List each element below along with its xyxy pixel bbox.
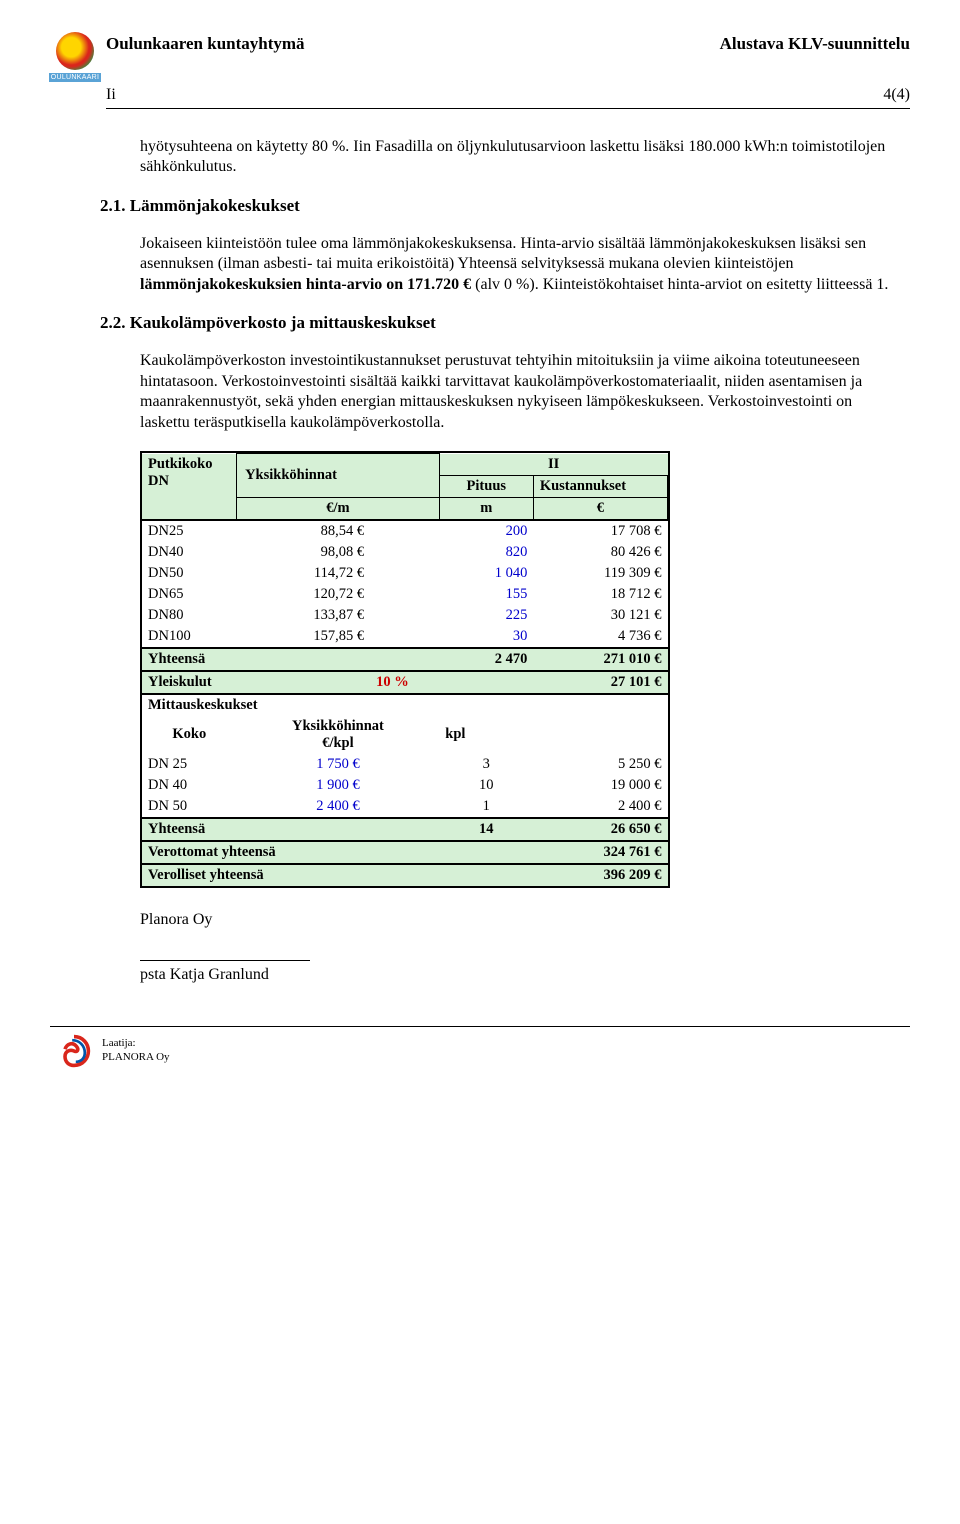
paragraph-2-2: Kaukolämpöverkoston investointikustannuk… — [140, 351, 900, 433]
page-number: 4(4) — [883, 86, 910, 104]
signature-line — [140, 960, 310, 961]
section-heading-2-1: 2.1. Lämmönjakokeskukset — [100, 196, 900, 216]
footer-line-2: PLANORA Oy — [102, 1051, 170, 1064]
hdr-ii: II — [439, 454, 667, 476]
document-footer: Laatija: PLANORA Oy — [50, 1026, 910, 1069]
hdr-unit: €/m — [237, 497, 440, 520]
mittaus-unit: Yksikköhinnat€/kpl — [292, 718, 384, 751]
org-logo-icon — [56, 32, 94, 70]
footer-logo-icon — [56, 1033, 92, 1069]
table-row: DN100 157,85 € 30 4 736 € — [142, 626, 668, 648]
hdr-kust: Kustannukset — [533, 475, 667, 497]
p2-part-a: Jokaiseen kiinteistöön tulee oma lämmönj… — [140, 235, 866, 272]
row-yleiskulut: Yleiskulut 10 % 27 101 € — [142, 671, 668, 694]
document-body: hyötysuhteena on käytetty 80 %. Iin Fasa… — [140, 137, 900, 986]
section-heading-2-2: 2.2. Kaukolämpöverkosto ja mittauskeskuk… — [100, 313, 900, 333]
logo-label: OULUNKAARI — [49, 73, 102, 82]
paragraph-2-1: Jokaiseen kiinteistöön tulee oma lämmönj… — [140, 234, 900, 295]
row-yhteensa-1: Yhteensä 2 470 271 010 € — [142, 648, 668, 671]
row-mittaus-header: Mittauskeskukset — [142, 694, 668, 716]
p2-part-c: (alv 0 %). Kiinteistökohtaiset hinta-arv… — [471, 276, 888, 293]
signature-name: psta Katja Granlund — [140, 965, 900, 985]
footer-text: Laatija: PLANORA Oy — [102, 1037, 170, 1063]
table-row: DN 25 1 750 € 3 5 250 € — [142, 754, 668, 775]
logo-box: OULUNKAARI — [50, 30, 100, 82]
cost-table: PutkikokoDN Yksikköhinnat II Pituus Kust… — [140, 451, 670, 888]
p2-bold: lämmönjakokeskuksien hinta-arvio on 171.… — [140, 276, 471, 293]
document-title: Alustava KLV-suunnittelu — [720, 34, 910, 54]
subheader-left: Ii — [106, 86, 116, 104]
subheader: Ii 4(4) — [106, 84, 910, 109]
signature-block: Planora Oy psta Katja Granlund — [140, 910, 900, 986]
table-row: DN 50 2 400 € 1 2 400 € — [142, 796, 668, 818]
row-verolliset: Verolliset yhteensä 396 209 € — [142, 864, 668, 886]
row-mittaus-subheader: Koko Yksikköhinnat€/kpl kpl — [142, 716, 668, 754]
paragraph-intro: hyötysuhteena on käytetty 80 %. Iin Fasa… — [140, 137, 900, 178]
signature-company: Planora Oy — [140, 910, 900, 930]
document-header: OULUNKAARI Oulunkaaren kuntayhtymä Alust… — [50, 30, 910, 84]
footer-line-1: Laatija: — [102, 1037, 170, 1050]
hdr-pituus: Pituus — [439, 475, 533, 497]
table-row: DN50 114,72 € 1 040 119 309 € — [142, 563, 668, 584]
table-row: DN25 88,54 € 200 17 708 € — [142, 520, 668, 542]
row-yhteensa-2: Yhteensä 14 26 650 € — [142, 818, 668, 841]
org-name: Oulunkaaren kuntayhtymä — [106, 34, 305, 54]
hdr-m: m — [439, 497, 533, 520]
hdr-yksikko: Yksikköhinnat — [237, 454, 440, 498]
hdr-putkikoko: PutkikokoDN — [148, 456, 212, 489]
table-row: DN40 98,08 € 820 80 426 € — [142, 542, 668, 563]
header-left: OULUNKAARI Oulunkaaren kuntayhtymä — [50, 30, 305, 82]
row-verottomat: Verottomat yhteensä 324 761 € — [142, 841, 668, 864]
hdr-eur: € — [533, 497, 667, 520]
table-row: DN65 120,72 € 155 18 712 € — [142, 584, 668, 605]
table-row: DN 40 1 900 € 10 19 000 € — [142, 775, 668, 796]
table-row: DN80 133,87 € 225 30 121 € — [142, 605, 668, 626]
